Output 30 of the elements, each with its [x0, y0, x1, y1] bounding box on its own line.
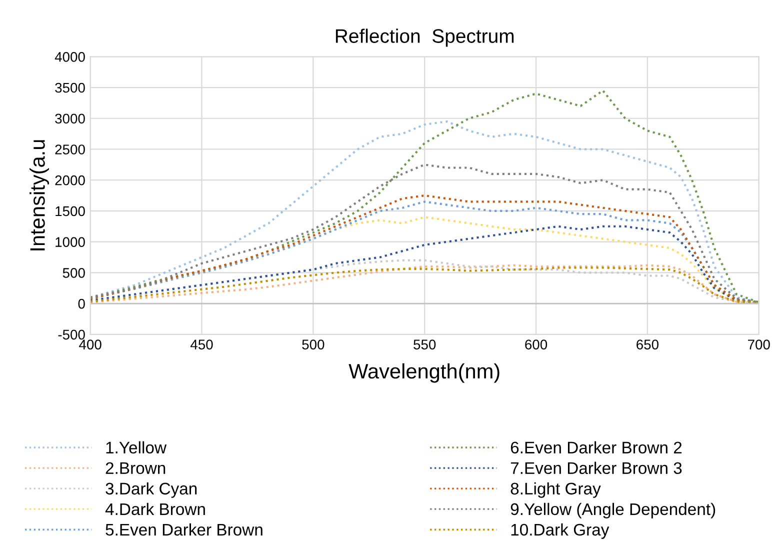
legend-label: 6.Even Darker Brown 2 — [510, 441, 682, 454]
x-axis-title: Wavelength(nm) — [348, 363, 500, 383]
legend-label: 3.Dark Cyan — [106, 482, 197, 498]
y-axis-title: Intensity(a.u — [30, 140, 50, 250]
x-tick-label: 700 — [748, 340, 770, 350]
y-tick-label: 0 — [78, 298, 85, 309]
y-tick-label: 3500 — [55, 82, 85, 93]
y-tick-label: 4000 — [54, 52, 85, 62]
y-tick-label: 1000 — [56, 237, 85, 247]
y-tick-label: 500 — [62, 268, 85, 278]
legend-label: 8.Light Gray — [510, 482, 601, 498]
chart-title: Reflection Spectrum — [336, 28, 514, 47]
legend-label: 5.Even Darker Brown — [106, 523, 262, 536]
x-tick-label: 550 — [414, 340, 436, 350]
x-tick-label: 450 — [190, 340, 213, 350]
x-tick-label: 500 — [302, 340, 324, 350]
legend-label: 7.Even Darker Brown 3 — [510, 462, 682, 474]
x-tick-label: 600 — [525, 340, 548, 350]
y-tick-label: 1500 — [56, 206, 85, 216]
y-tick-label: -500 — [58, 330, 85, 340]
x-tick-label: 400 — [79, 340, 102, 350]
legend-label: 1.Yellow — [106, 441, 167, 454]
legend-label: 2.Brown — [106, 462, 166, 474]
x-tick-label: 650 — [636, 340, 658, 350]
legend-label: 9.Yellow (Angle Dependent) — [510, 502, 716, 518]
legend-label: 10.Dark Gray — [511, 523, 610, 539]
y-tick-label: 2000 — [55, 175, 85, 186]
y-tick-label: 3000 — [55, 114, 85, 124]
y-tick-label: 2500 — [55, 144, 85, 154]
legend-label: 4.Dark Brown — [105, 502, 205, 516]
